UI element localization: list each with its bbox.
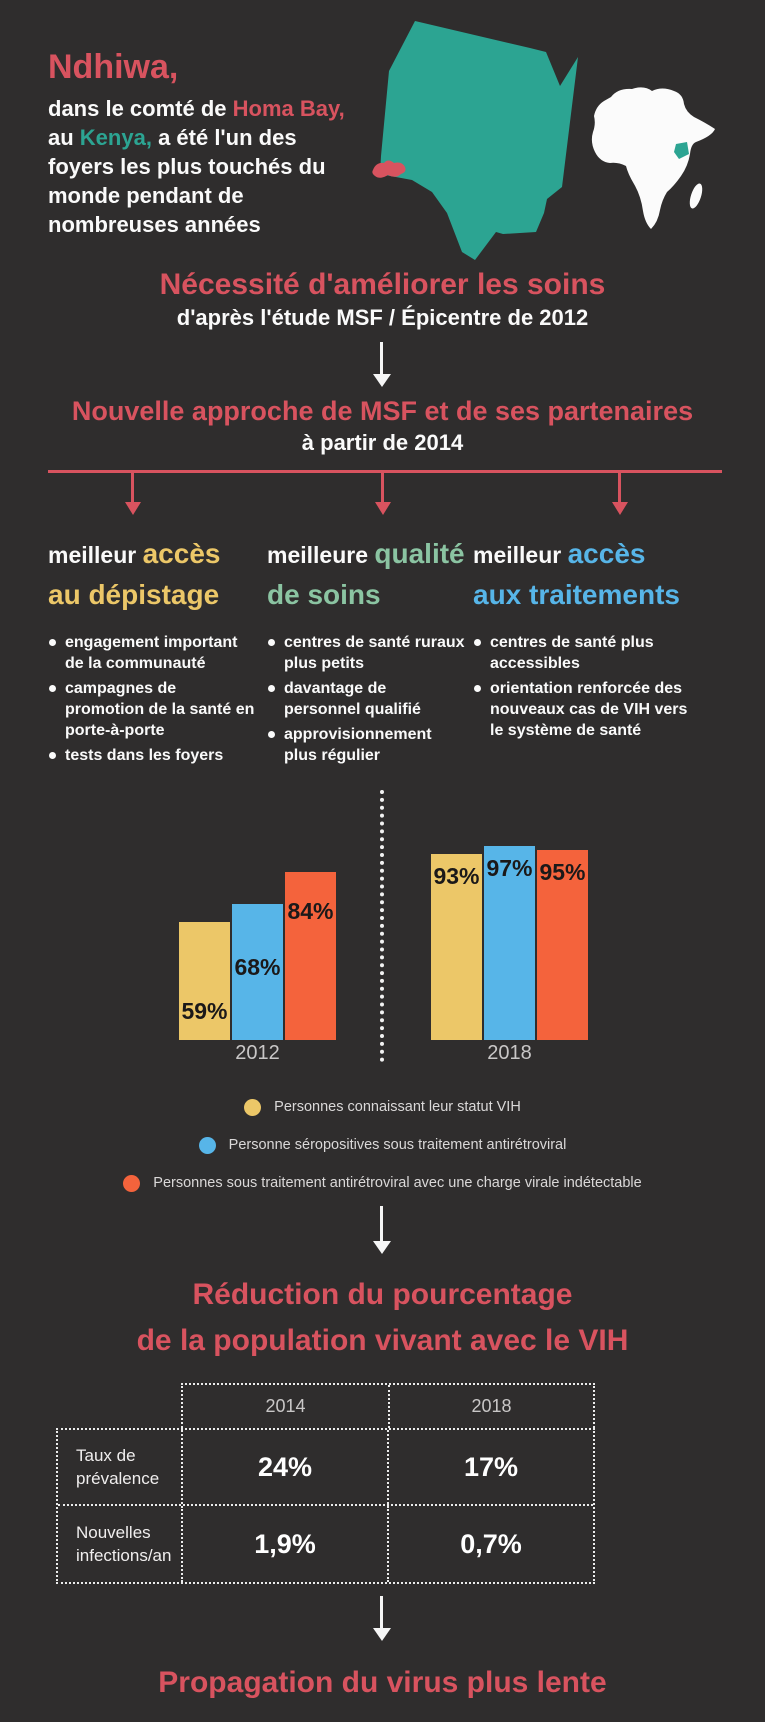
- column-heading: meilleure qualité de soins: [267, 538, 465, 610]
- column-bullet-list: centres de santé plus accessibles orient…: [473, 632, 688, 741]
- column-heading: meilleur accès aux traitements: [473, 538, 680, 610]
- bar-2018-series-1: 97%: [484, 846, 535, 1040]
- bullet-item: approvisionnement plus régulier: [267, 724, 467, 766]
- legend-item-viral-load: Personnes sous traitement antirétroviral…: [0, 1164, 765, 1202]
- legend-label: Personne séropositives sous traitement a…: [228, 1137, 567, 1153]
- section-title-reduction: Réduction du pourcentage de la population…: [136, 1278, 629, 1357]
- down-arrow-2: [380, 1206, 383, 1242]
- cell-prevalence-2018: 17%: [387, 1430, 593, 1504]
- intro-text-2: au: [48, 125, 80, 150]
- section-title-need: Nécessité d'améliorer les soins: [159, 268, 606, 301]
- row-label: Taux de prévalence: [76, 1446, 160, 1488]
- table-body: Taux de prévalence 24% 17% Nouvelles inf…: [56, 1428, 595, 1584]
- year-label-2012: 2012: [235, 1042, 280, 1064]
- bar-2018-series-2: 95%: [537, 850, 588, 1040]
- bullet-item: orientation renforcée des nouveaux cas d…: [473, 678, 688, 741]
- cell-infections-2014: 1,9%: [181, 1506, 387, 1582]
- bar-value-label: 95%: [539, 859, 586, 885]
- legend-label: Personnes connaissant leur statut VIH: [274, 1099, 521, 1115]
- bar-2012-series-1: 68%: [232, 904, 283, 1040]
- down-arrow-1: [380, 342, 383, 375]
- year-label-2018: 2018: [487, 1042, 532, 1064]
- bullet-item: tests dans les foyers: [48, 745, 258, 766]
- bar-value-label: 84%: [287, 898, 334, 924]
- prevalence-table: 2014 2018 Taux de prévalence 24% 17% Nou…: [56, 1383, 595, 1584]
- legend-label: Personnes sous traitement antirétroviral…: [153, 1175, 642, 1191]
- cell-prevalence-2014: 24%: [181, 1430, 387, 1504]
- legend-dot-blue-icon: [198, 1136, 216, 1154]
- section-title-approach: Nouvelle approche de MSF et de ses parte…: [71, 396, 694, 426]
- bar-group-2012: 59% 68% 84%: [179, 788, 336, 1040]
- column-bullet-list: engagement important de la communauté ca…: [48, 632, 258, 766]
- kenya-map: [372, 21, 578, 260]
- bar-2012-series-0: 59%: [179, 922, 230, 1040]
- africa-shape: [591, 87, 715, 230]
- bar-2012-series-2: 84%: [285, 872, 336, 1040]
- bar-value-label: 93%: [433, 863, 480, 889]
- branch-arrow-1: [131, 471, 134, 503]
- bullet-item: centres de santé plus accessibles: [473, 632, 688, 674]
- table-row-new-infections: Nouvelles infections/an 1,9% 0,7%: [58, 1504, 593, 1582]
- chart-legend: Personnes connaissant leur statut VIH Pe…: [0, 1088, 765, 1202]
- bar-value-label: 97%: [486, 855, 533, 881]
- bullet-item: engagement important de la communauté: [48, 632, 258, 674]
- intro-text-5: monde pendant de: [48, 183, 244, 208]
- bar-value-label: 59%: [181, 998, 228, 1024]
- bar-value-label: 68%: [234, 954, 281, 980]
- branch-arrow-3: [618, 471, 621, 503]
- legend-item-treatment: Personne séropositives sous traitement a…: [0, 1126, 765, 1164]
- down-arrow-3: [380, 1596, 383, 1629]
- intro-paragraph: dans le comté de Homa Bay, au Kenya, a ét…: [48, 94, 345, 239]
- section-subtitle-approach: à partir de 2014: [301, 430, 464, 455]
- section-title-conclusion: Propagation du virus plus lente: [158, 1666, 607, 1699]
- column-heading: meilleur accès au dépistage: [48, 538, 221, 610]
- page-title: Ndhiwa,: [48, 48, 179, 86]
- bullet-item: davantage de personnel qualifié: [267, 678, 467, 720]
- bullet-item: campagnes de promotion de la santé en po…: [48, 678, 258, 741]
- intro-homa-bay: Homa Bay,: [232, 96, 345, 121]
- ndhiwa-region: [372, 160, 406, 178]
- column-better-treatment-access: meilleur accès aux traitements centres de…: [473, 534, 688, 745]
- intro-text-4: foyers les plus touchés du: [48, 154, 326, 179]
- bullet-item: centres de santé ruraux plus petits: [267, 632, 467, 674]
- table-header-row: 2014 2018: [181, 1383, 595, 1428]
- legend-dot-orange-icon: [123, 1174, 141, 1192]
- row-label: Nouvelles infections/an: [76, 1523, 172, 1565]
- legend-dot-yellow-icon: [244, 1098, 262, 1116]
- branch-connector-line: [48, 470, 722, 473]
- intro-kenya: Kenya,: [79, 125, 152, 150]
- column-bullet-list: centres de santé ruraux plus petits dava…: [267, 632, 467, 766]
- kenya-marker: [674, 142, 689, 159]
- column-better-care-quality: meilleure qualité de soins centres de san…: [267, 534, 467, 770]
- africa-map: [591, 87, 715, 230]
- kenya-shape: [380, 21, 578, 260]
- table-header-2018: 2018: [388, 1385, 593, 1428]
- chart-divider-dotted-line: [380, 790, 384, 1062]
- legend-item-status: Personnes connaissant leur statut VIH: [0, 1088, 765, 1126]
- intro-text-3: a été l'un des: [151, 125, 297, 150]
- bar-group-2018: 93% 97% 95%: [431, 788, 588, 1040]
- section-subtitle-need: d'après l'étude MSF / Épicentre de 2012: [176, 305, 589, 330]
- table-header-2014: 2014: [265, 1396, 306, 1416]
- madagascar-shape: [689, 183, 703, 209]
- branch-arrow-2: [381, 471, 384, 503]
- column-better-testing-access: meilleur accès au dépistage engagement im…: [48, 534, 258, 770]
- bar-2018-series-0: 93%: [431, 854, 482, 1040]
- intro-text-1: dans le comté de: [48, 96, 233, 121]
- intro-text-6: nombreuses années: [48, 212, 261, 237]
- cell-infections-2018: 0,7%: [387, 1506, 593, 1582]
- table-row-prevalence: Taux de prévalence 24% 17%: [58, 1430, 593, 1504]
